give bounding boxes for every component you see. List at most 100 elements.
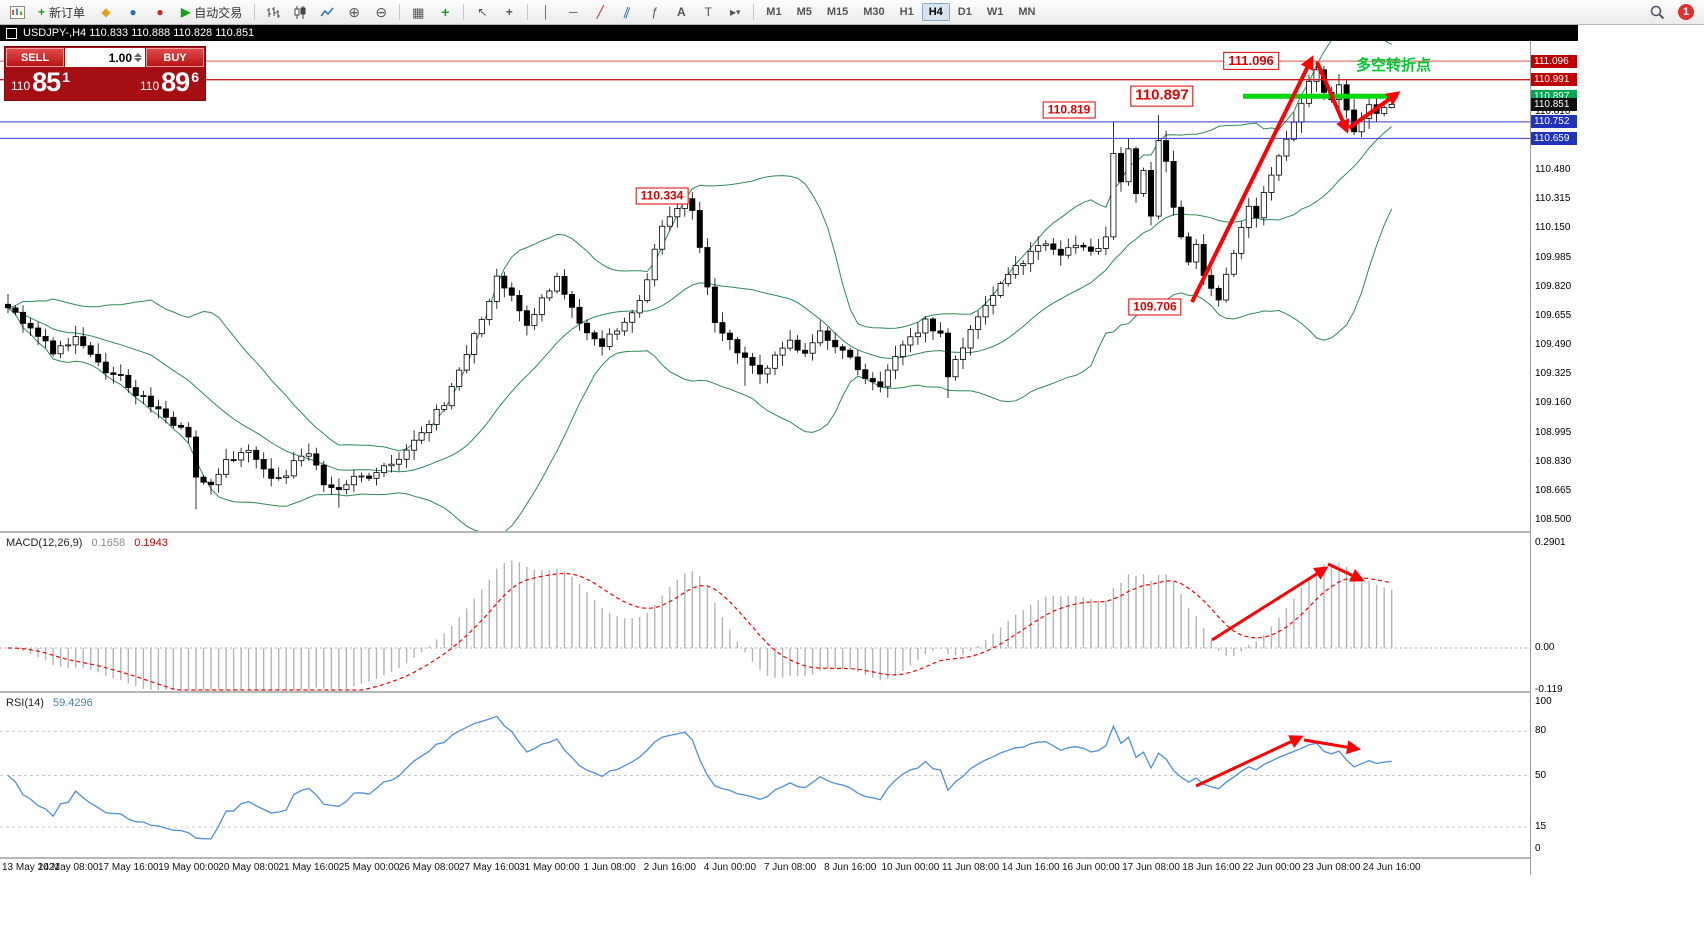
candle bbox=[749, 356, 756, 366]
trend-arrow[interactable] bbox=[1190, 55, 1314, 303]
trend-arrow[interactable] bbox=[1315, 61, 1350, 134]
price-callout[interactable]: 111.096 bbox=[1223, 51, 1279, 71]
timeframe-h4[interactable]: H4 bbox=[921, 3, 950, 21]
candle bbox=[1306, 80, 1313, 104]
price-callout[interactable]: 110.897 bbox=[1130, 85, 1194, 107]
candle bbox=[945, 332, 952, 378]
indicators-button[interactable]: + bbox=[432, 1, 458, 23]
toolbar-separator bbox=[463, 4, 465, 20]
price-axis[interactable]: 110.810110.645110.480110.315110.150109.9… bbox=[1530, 41, 1579, 875]
vertical-line-button[interactable]: │ bbox=[533, 1, 559, 23]
candle bbox=[1336, 84, 1343, 100]
spinner-down-icon[interactable] bbox=[134, 58, 142, 62]
trend-arrow[interactable] bbox=[1347, 91, 1401, 130]
fibonacci-button[interactable]: ƒ bbox=[641, 1, 667, 23]
turning-point-label[interactable]: 多空转折点 bbox=[1356, 57, 1432, 74]
text-tool-button[interactable]: A bbox=[668, 1, 694, 23]
crosshair-button[interactable]: + bbox=[496, 1, 522, 23]
buy-price[interactable]: 110 89 6 bbox=[140, 69, 199, 96]
candle bbox=[343, 484, 350, 490]
profile-icon: ● bbox=[129, 5, 137, 19]
candle-wicks bbox=[7, 61, 1393, 510]
price-callout[interactable]: 110.819 bbox=[1042, 101, 1096, 119]
tiles-icon: ▦ bbox=[412, 4, 425, 20]
candle bbox=[1042, 243, 1049, 246]
timeframe-m1[interactable]: M1 bbox=[766, 6, 782, 18]
candle bbox=[140, 395, 147, 398]
candle bbox=[1027, 250, 1034, 265]
candle bbox=[1223, 273, 1230, 301]
arrows-tool-button[interactable]: ▸ ▾ bbox=[722, 1, 748, 23]
community-button[interactable]: ● bbox=[120, 1, 146, 23]
zoom-in-button[interactable]: ⊕ bbox=[341, 1, 367, 23]
price-callout[interactable]: 109.706 bbox=[1128, 298, 1182, 316]
timeframe-w1[interactable]: W1 bbox=[986, 6, 1004, 18]
price-tick: 109.160 bbox=[1535, 397, 1572, 408]
trendline-button[interactable]: ╱ bbox=[587, 1, 613, 23]
price-tick: 109.820 bbox=[1535, 281, 1572, 292]
candle bbox=[839, 346, 846, 351]
time-label: 21 May 16:00 bbox=[278, 862, 339, 873]
candle bbox=[990, 295, 997, 306]
candle bbox=[80, 336, 87, 347]
candle bbox=[283, 475, 290, 478]
candle bbox=[1185, 236, 1192, 263]
sell-button[interactable]: SELL bbox=[6, 48, 64, 67]
new-chart-button[interactable] bbox=[4, 1, 30, 23]
tile-windows-button[interactable]: ▦ bbox=[405, 1, 431, 23]
bollinger-middle bbox=[7, 126, 1393, 473]
time-label: 4 Jun 00:00 bbox=[704, 862, 757, 873]
buy-button[interactable]: BUY bbox=[146, 48, 204, 67]
spinner-up-icon[interactable] bbox=[134, 53, 142, 57]
macd-arrow[interactable] bbox=[1327, 562, 1365, 582]
rsi-arrow[interactable] bbox=[1303, 738, 1361, 755]
lot-spinner[interactable] bbox=[134, 53, 143, 62]
lot-size-input[interactable]: 1.00 bbox=[65, 48, 145, 67]
rsi-arrow[interactable] bbox=[1195, 735, 1304, 788]
cursor-button[interactable]: ↖ bbox=[469, 1, 495, 23]
price-tick: 108.500 bbox=[1535, 514, 1572, 525]
channel-icon: ∥ bbox=[622, 4, 633, 20]
candle bbox=[1298, 102, 1305, 123]
candle bbox=[486, 300, 493, 320]
candle bbox=[787, 339, 794, 349]
timeframe-h1[interactable]: H1 bbox=[899, 6, 914, 18]
candle bbox=[373, 472, 380, 479]
search-button[interactable] bbox=[1644, 1, 1670, 23]
candle bbox=[967, 329, 974, 349]
candlestick-chart-button[interactable] bbox=[287, 1, 313, 23]
auto-trading-button[interactable]: ▶ 自动交易 bbox=[174, 1, 249, 23]
timeframe-mn[interactable]: MN bbox=[1018, 6, 1036, 18]
auto-trading-label: 自动交易 bbox=[194, 5, 243, 20]
horizontal-line-button[interactable]: ─ bbox=[560, 1, 586, 23]
candle bbox=[441, 405, 448, 410]
notification-badge[interactable]: 1 bbox=[1678, 4, 1694, 20]
candle bbox=[1215, 287, 1222, 301]
bar-chart-button[interactable] bbox=[260, 1, 286, 23]
time-label: 7 Jun 08:00 bbox=[764, 862, 817, 873]
label-tool-button[interactable]: T bbox=[695, 1, 721, 23]
sell-price[interactable]: 110 85 1 bbox=[11, 69, 70, 96]
channel-button[interactable]: ∥ bbox=[614, 1, 640, 23]
timeframe-m15[interactable]: M15 bbox=[826, 6, 849, 18]
zoom-out-button[interactable]: ⊖ bbox=[368, 1, 394, 23]
mql5-market-button[interactable]: ◆ bbox=[93, 1, 119, 23]
price-tick: 109.985 bbox=[1535, 252, 1572, 263]
candle bbox=[1140, 169, 1147, 194]
trendline-icon: ╱ bbox=[596, 5, 604, 19]
timeframe-m30[interactable]: M30 bbox=[863, 6, 885, 18]
price-callout[interactable]: 110.334 bbox=[635, 187, 689, 205]
macd-arrow[interactable] bbox=[1211, 566, 1329, 642]
help-button[interactable]: ● bbox=[147, 1, 173, 23]
timeframe-d1[interactable]: D1 bbox=[957, 6, 972, 18]
candle bbox=[87, 345, 94, 355]
new-order-button[interactable]: + 新订单 bbox=[31, 1, 92, 23]
time-label: 23 Jun 08:00 bbox=[1303, 862, 1361, 873]
time-label: 11 Jun 08:00 bbox=[942, 862, 1000, 873]
line-chart-button[interactable] bbox=[314, 1, 340, 23]
timeframe-m5[interactable]: M5 bbox=[796, 6, 812, 18]
candle bbox=[275, 477, 282, 480]
